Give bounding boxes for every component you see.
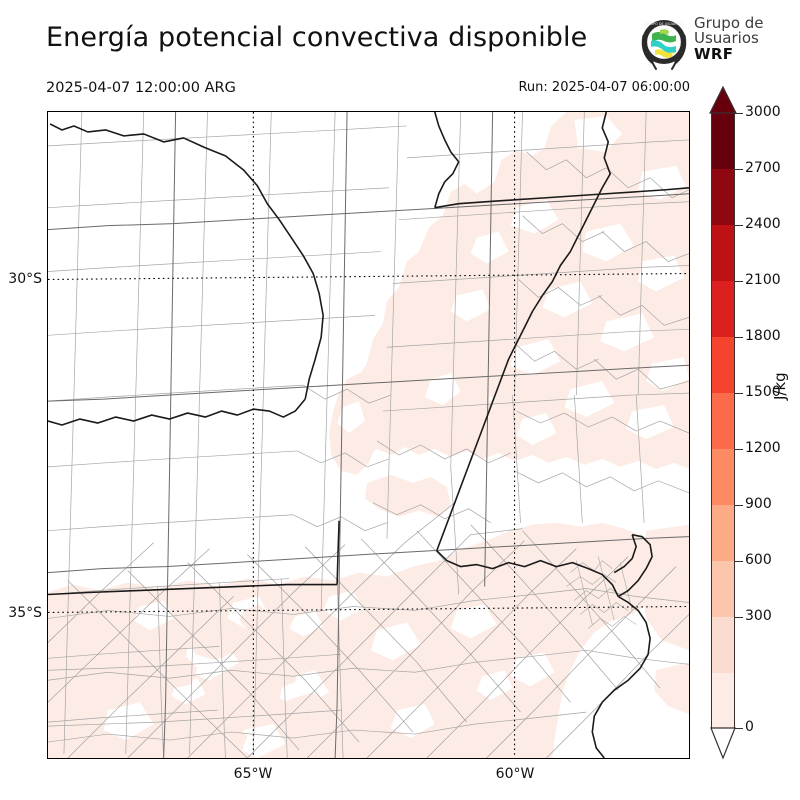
colorbar-tick-label-900: 900	[745, 496, 772, 512]
colorbar-tick-label-300: 300	[745, 608, 772, 624]
colorbar-tickmark	[735, 113, 743, 114]
country-borders-layer	[48, 112, 689, 758]
colorbar-tick-label-3000: 3000	[745, 104, 781, 120]
colorbar-tick-label-0: 0	[745, 719, 754, 735]
colorbar-tick-label-2100: 2100	[745, 272, 781, 288]
page-title: Energía potencial convectiva disponible	[46, 22, 588, 53]
cape-shading-layer	[48, 112, 689, 758]
time-info-bar: 2025-04-07 12:00:00 ARG Run: 2025-04-07 …	[46, 80, 690, 102]
colorbar-tick-label-2700: 2700	[745, 160, 781, 176]
x-tick-label-60w: 60°W	[495, 766, 535, 782]
y-tick-label-30s: 30°S	[8, 271, 42, 287]
valid-time-label: 2025-04-07 12:00:00 ARG	[46, 80, 236, 96]
x-tick-label-65w: 65°W	[233, 766, 273, 782]
colorbar-tickmark	[735, 225, 743, 226]
graticule-lat-35s	[48, 605, 689, 613]
colorbar-tickmark	[735, 281, 743, 282]
colorbar-tickmark	[735, 169, 743, 170]
colorbar-tick-label-600: 600	[745, 552, 772, 568]
colorbar-band	[711, 113, 735, 169]
colorbar-tickmark	[735, 505, 743, 506]
wrf-user-group-logo: GRUPO DE USUARIOS Grupo de Usuarios WRF	[636, 14, 796, 76]
colorbar-band	[711, 169, 735, 225]
province-boundaries-layer	[48, 112, 689, 758]
colorbar-band	[711, 393, 735, 449]
colorbar-tickmark	[735, 728, 743, 729]
run-time-label: Run: 2025-04-07 06:00:00	[518, 80, 690, 95]
county-boundaries-layer	[48, 112, 689, 758]
colorbar-band	[711, 617, 735, 673]
logo-line-2: Usuarios	[694, 29, 759, 48]
colorbar-band	[711, 505, 735, 561]
colorbar-tick-label-2400: 2400	[745, 216, 781, 232]
map-vector-layer	[48, 112, 689, 758]
colorbar-band	[711, 225, 735, 281]
colorbar-tickmark	[735, 449, 743, 450]
colorbar-tickmark	[735, 561, 743, 562]
colorbar-band	[711, 673, 735, 728]
colorbar-unit-label: J/kg	[771, 372, 789, 400]
colorbar[interactable]	[711, 113, 735, 728]
colorbar-tick-label-1500: 1500	[745, 384, 781, 400]
colorbar-tickmark	[735, 617, 743, 618]
colorbar-tick-label-1200: 1200	[745, 440, 781, 456]
colorbar-max-arrow	[709, 85, 737, 114]
colorbar-band	[711, 337, 735, 393]
logo-line-3: WRF	[694, 44, 734, 63]
colorbar-band	[711, 561, 735, 617]
y-tick-label-35s: 35°S	[8, 605, 42, 621]
map-canvas[interactable]	[47, 111, 690, 759]
logo-line-1: Grupo de	[694, 14, 764, 32]
wrf-globe-emblem-icon: GRUPO DE USUARIOS	[641, 20, 687, 70]
svg-text:GRUPO DE USUARIOS: GRUPO DE USUARIOS	[646, 22, 683, 26]
colorbar-tick-label-1800: 1800	[745, 328, 781, 344]
colorbar-tickmark	[735, 337, 743, 338]
colorbar-tickmark	[735, 393, 743, 394]
colorbar-min-arrow	[710, 727, 736, 760]
graticule-layer	[48, 112, 689, 758]
colorbar-band	[711, 449, 735, 505]
graticule-lat-30s	[48, 272, 689, 281]
colorbar-band	[711, 281, 735, 337]
